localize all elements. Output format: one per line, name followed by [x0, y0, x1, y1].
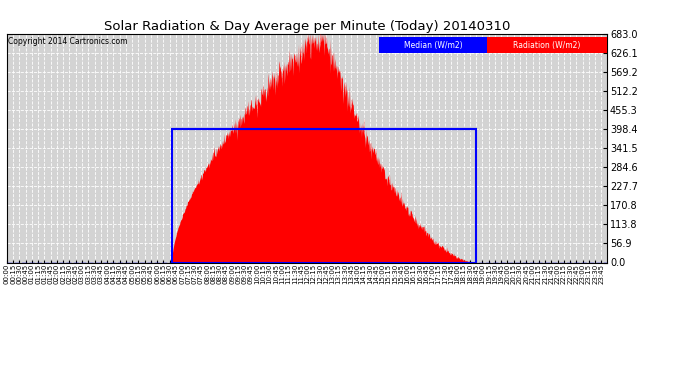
- FancyBboxPatch shape: [487, 37, 607, 53]
- Bar: [172, 129, 476, 262]
- FancyBboxPatch shape: [379, 37, 487, 53]
- Title: Solar Radiation & Day Average per Minute (Today) 20140310: Solar Radiation & Day Average per Minute…: [104, 20, 510, 33]
- Text: Copyright 2014 Cartronics.com: Copyright 2014 Cartronics.com: [8, 37, 128, 46]
- Text: Radiation (W/m2): Radiation (W/m2): [513, 41, 581, 50]
- Text: Median (W/m2): Median (W/m2): [404, 41, 462, 50]
